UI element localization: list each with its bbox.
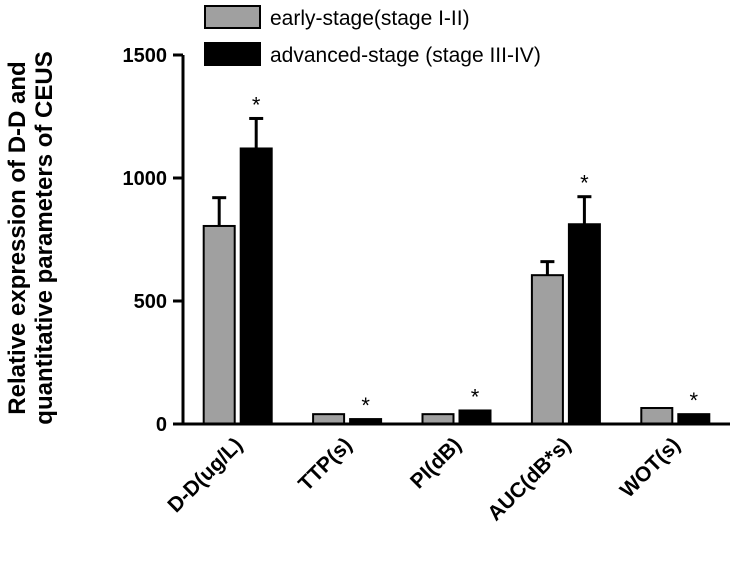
bar <box>202 224 236 425</box>
legend-label-early-stage: early-stage(stage I-II) <box>270 7 470 30</box>
legend-swatch-early-stage <box>204 5 261 29</box>
y-axis-title: Relative expression of D-D and quantitat… <box>4 51 58 424</box>
significance-marker: * <box>361 393 370 418</box>
y-axis: 0 500 1000 1500 <box>123 45 185 436</box>
x-tick-label: TTP(s) <box>294 433 356 495</box>
legend-label-advanced-stage: advanced-stage (stage III-IV) <box>270 44 541 67</box>
y-tick-label: 1500 <box>123 45 168 67</box>
bars: * * * * * <box>202 92 711 426</box>
bar <box>239 147 273 425</box>
bar <box>640 407 674 426</box>
x-tick-label: D-D(ug/L) <box>163 433 247 517</box>
y-axis-title-line-2: quantitative parameters of CEUS <box>31 51 58 424</box>
bar <box>567 223 601 425</box>
significance-marker: * <box>252 92 261 117</box>
x-tick-label: PI(dB) <box>406 433 466 493</box>
x-tick-label: AUC(dB*s) <box>483 433 575 525</box>
y-tick-label: 1000 <box>123 168 168 190</box>
significance-marker: * <box>580 171 589 196</box>
y-tick-label: 0 <box>156 414 167 436</box>
legend: early-stage(stage I-II) advanced-stage (… <box>204 5 541 67</box>
bar <box>458 409 492 426</box>
x-tick-label: WOT(s) <box>616 433 685 502</box>
x-axis: D-D(ug/L) TTP(s) PI(dB) AUC(dB*s) WOT(s) <box>163 422 730 525</box>
y-tick-label: 500 <box>134 291 167 313</box>
bar <box>530 274 564 426</box>
significance-marker: * <box>690 388 699 413</box>
significance-marker: * <box>471 384 480 409</box>
y-axis-title-line-1: Relative expression of D-D and <box>4 61 31 414</box>
legend-swatch-advanced-stage <box>204 42 261 66</box>
